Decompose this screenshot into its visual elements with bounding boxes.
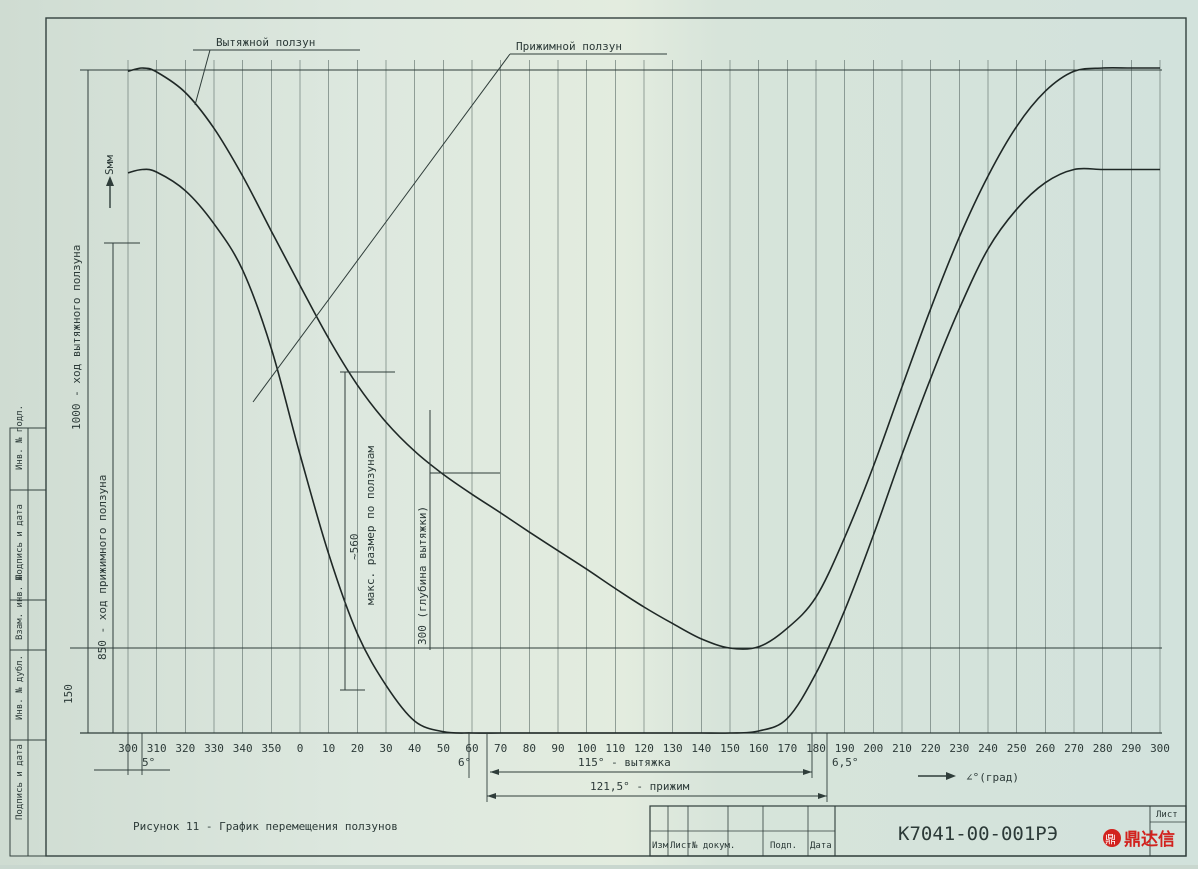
x-tick-label: 110 — [605, 742, 625, 755]
annotation-560-text: макс. размер по ползунам — [364, 446, 377, 605]
dim-draw: 115° - вытяжка — [578, 756, 671, 769]
annotation-560: ~560 — [348, 534, 361, 561]
x-tick-labels: 300 310 320 330 340 350 0 10 20 30 40 50 60 70 80 90 100… — [118, 742, 1170, 755]
x-axis-unit-label: ∠°(град) — [966, 771, 1019, 784]
x-tick-label: 160 — [749, 742, 769, 755]
bottom-dimensions: 5° 6° 115° - вытяжка 6,5° 121,5° - прижи… — [94, 733, 1019, 802]
doc-number: К7041-00-001РЭ — [898, 823, 1058, 845]
annotation-300: 300 (глубина вытяжки) — [416, 506, 429, 645]
series-pressing-slider — [127, 167, 1160, 734]
x-tick-label: 70 — [494, 742, 507, 755]
x-tick-label: 240 — [978, 742, 998, 755]
title-cell-sign: Подп. — [770, 841, 797, 851]
x-tick-label: 40 — [408, 742, 421, 755]
x-tick-label: 100 — [577, 742, 597, 755]
x-tick-label: 190 — [835, 742, 855, 755]
y-label-inner: 850 - ход прижимного ползуна — [96, 475, 109, 660]
callouts: Вытяжной ползун Прижимной ползун — [193, 36, 667, 403]
series-drawing-slider — [127, 66, 1160, 651]
x-tick-label: 350 — [261, 742, 281, 755]
x-tick-label: 200 — [863, 742, 883, 755]
watermark: 鼎 鼎达信 — [1103, 829, 1175, 850]
x-tick-label: 20 — [351, 742, 364, 755]
x-tick-label: 170 — [777, 742, 797, 755]
strip-label: Подпись и дата — [15, 504, 25, 580]
x-tick-label: 230 — [949, 742, 969, 755]
strip-label: Инв. № подл. — [15, 405, 25, 470]
x-tick-label: 0 — [297, 742, 304, 755]
x-tick-label: 280 — [1093, 742, 1113, 755]
x-tick-label: 220 — [921, 742, 941, 755]
sheet-label: Лист — [1156, 810, 1178, 820]
x-tick-label: 300 — [1150, 742, 1170, 755]
strip-label: Взам. инв. № — [15, 574, 25, 640]
x-tick-label: 90 — [551, 742, 564, 755]
dim-6-deg: 6° — [458, 756, 471, 769]
x-tick-label: 10 — [322, 742, 335, 755]
axes — [70, 69, 1162, 734]
strip-label: Подпись и дата — [15, 744, 25, 820]
sheet-frame — [45, 17, 1187, 857]
dim-press: 121,5° - прижим — [590, 780, 690, 793]
x-tick-label: 60 — [465, 742, 478, 755]
y-axis-labels: 1000 - ход вытяжного ползуна 850 - ход п… — [62, 155, 116, 704]
x-tick-label: 80 — [523, 742, 536, 755]
title-block: Изм Лист № докум. Подп. Дата К7041-00-00… — [649, 805, 1187, 857]
x-tick-label: 180 — [806, 742, 826, 755]
x-tick-label: 260 — [1035, 742, 1055, 755]
x-tick-label: 150 — [720, 742, 740, 755]
x-tick-label: 310 — [147, 742, 167, 755]
dimension-annotations: ~560 макс. размер по ползунам 300 (глуби… — [340, 371, 500, 691]
x-tick-label: 140 — [691, 742, 711, 755]
curves — [127, 66, 1160, 734]
chart-grid — [127, 60, 1161, 733]
title-cell-list: Лист — [670, 841, 692, 851]
title-cell-izm: Изм — [652, 841, 669, 851]
callout-pressing-slider: Прижимной ползун — [516, 40, 622, 53]
x-tick-label: 120 — [634, 742, 654, 755]
x-tick-label: 130 — [663, 742, 683, 755]
y-label-outer: 1000 - ход вытяжного ползуна — [70, 245, 83, 430]
x-tick-label: 290 — [1121, 742, 1141, 755]
x-tick-label: 340 — [233, 742, 253, 755]
svg-text:鼎: 鼎 — [1105, 833, 1116, 846]
x-tick-label: 210 — [892, 742, 912, 755]
level-150-label: 150 — [62, 684, 75, 704]
x-tick-label: 330 — [204, 742, 224, 755]
x-tick-label: 320 — [175, 742, 195, 755]
callout-drawing-slider: Вытяжной ползун — [216, 36, 315, 49]
x-tick-label: 30 — [379, 742, 392, 755]
x-tick-label: 50 — [437, 742, 450, 755]
watermark-text: 鼎达信 — [1124, 829, 1175, 850]
y-axis-unit-label: Sмм — [103, 155, 116, 175]
x-tick-label: 250 — [1007, 742, 1027, 755]
title-cell-date: Дата — [810, 841, 832, 851]
strip-label: Инв. № дубл. — [14, 655, 25, 720]
dim-6-5-deg: 6,5° — [832, 756, 859, 769]
x-tick-label: 270 — [1064, 742, 1084, 755]
dim-5-deg: 5° — [142, 756, 155, 769]
title-cell-doc: № докум. — [691, 841, 735, 851]
figure-caption: Рисунок 11 - График перемещения ползунов — [133, 820, 398, 833]
